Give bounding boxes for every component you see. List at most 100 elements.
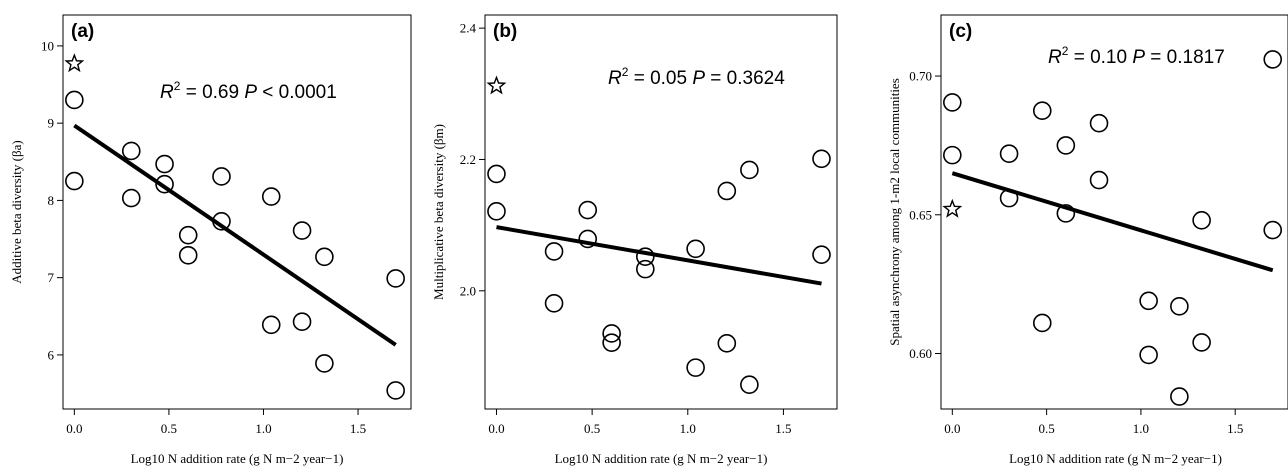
data-point <box>155 154 174 174</box>
star-marker <box>64 53 85 73</box>
y-tick-label: 2.0 <box>460 283 476 298</box>
data-point <box>636 259 655 279</box>
r-squared-value: = 0.69 <box>180 82 244 103</box>
r-squared-superscript: 2 <box>1062 44 1069 58</box>
data-point <box>261 187 281 206</box>
data-point <box>261 315 281 335</box>
p-value: < 0.0001 <box>257 82 337 103</box>
r-squared-value: = 0.10 <box>1068 47 1132 68</box>
data-point <box>292 221 312 240</box>
data-point <box>487 202 506 221</box>
data-point <box>578 229 598 249</box>
stats-annotation: R2 = 0.69 P < 0.0001 <box>160 79 337 103</box>
data-point <box>740 375 759 395</box>
data-point <box>812 149 831 169</box>
data-marks <box>486 75 831 395</box>
data-point <box>292 312 312 332</box>
data-point <box>1170 297 1189 316</box>
y-axis-label: Additive beta diversity (βa) <box>9 140 24 283</box>
data-point <box>717 181 737 201</box>
y-axis-label: Multiplicative beta diversity (βm) <box>431 124 446 300</box>
data-point <box>1192 333 1211 352</box>
data-point <box>178 245 198 265</box>
star-marker <box>486 75 507 95</box>
data-point <box>602 333 621 352</box>
data-point <box>999 188 1019 208</box>
panel-label: (a) <box>71 21 94 42</box>
data-point <box>315 354 334 373</box>
x-tick-label: 1.0 <box>255 421 271 436</box>
data-marks <box>64 53 405 400</box>
data-point <box>1056 136 1076 155</box>
plot-frame <box>940 14 1288 410</box>
data-point <box>212 211 231 231</box>
data-point <box>578 200 598 220</box>
data-point <box>943 93 962 112</box>
data-point <box>1263 50 1283 69</box>
y-axis-label: Spatial asynchrony among 1-m2 local comm… <box>887 78 902 346</box>
y-tick-label: 2.2 <box>460 152 476 167</box>
r-squared-symbol: R <box>1048 47 1062 68</box>
panel-label: (b) <box>493 21 517 42</box>
data-point <box>1089 170 1109 190</box>
r-squared-symbol: R <box>608 68 622 89</box>
data-point <box>1089 113 1109 133</box>
data-point <box>1032 101 1052 121</box>
data-point <box>740 160 759 180</box>
y-tick-label: 7 <box>48 270 55 285</box>
x-tick-label: 1.5 <box>350 421 366 436</box>
y-tick-label: 0.65 <box>909 207 932 222</box>
panel-label: (c) <box>949 21 972 42</box>
star-marker <box>942 198 963 218</box>
r-squared-superscript: 2 <box>174 79 181 93</box>
stats-annotation: R2 = 0.05 P = 0.3624 <box>608 65 785 89</box>
x-axis-label: Log10 N addition rate (g N m−2 year−1) <box>131 451 344 466</box>
data-point <box>386 381 405 400</box>
y-tick-label: 8 <box>48 193 55 208</box>
p-value: = 0.3624 <box>705 68 785 89</box>
r-squared-superscript: 2 <box>622 65 629 79</box>
regression-line <box>951 171 1274 273</box>
panel-2: 0.0 0.5 1.0 1.5 2.0 2.2 2.4 Log10 N addition ra… <box>431 14 838 466</box>
data-point <box>487 164 506 184</box>
data-point <box>121 188 141 208</box>
data-point <box>544 242 564 261</box>
data-point <box>1263 220 1283 240</box>
data-point <box>1192 211 1211 230</box>
p-symbol: P <box>1132 47 1145 68</box>
data-point <box>386 269 405 288</box>
regression-line <box>73 123 397 347</box>
y-tick-label: 10 <box>41 38 54 53</box>
x-tick-label: 0.5 <box>584 421 600 436</box>
x-axis-label: Log10 N addition rate (g N m−2 year−1) <box>1009 451 1222 466</box>
data-point <box>544 293 564 313</box>
y-tick-label: 0.70 <box>909 69 932 84</box>
y-tick-label: 0.60 <box>909 346 932 361</box>
data-point <box>636 247 655 266</box>
data-point <box>1139 291 1158 311</box>
regression-line <box>496 225 822 286</box>
x-tick-label: 0.0 <box>488 421 504 436</box>
x-tick-label: 0.5 <box>1038 421 1054 436</box>
x-tick-label: 0.0 <box>66 421 82 436</box>
data-point <box>602 324 621 343</box>
data-point <box>686 239 705 259</box>
data-point <box>315 247 334 267</box>
data-point <box>65 90 84 110</box>
x-tick-label: 1.5 <box>775 421 791 436</box>
p-symbol: P <box>244 82 257 103</box>
data-point <box>1170 387 1189 406</box>
x-tick-label: 1.5 <box>1227 421 1243 436</box>
data-point <box>1139 345 1158 365</box>
data-point <box>1032 313 1052 333</box>
y-tick-label: 9 <box>48 116 55 131</box>
x-tick-label: 1.0 <box>680 421 696 436</box>
y-tick-label: 2.4 <box>460 21 477 36</box>
panel-1: 0.0 0.5 1.0 1.5 6 7 8 9 10 Log10 N addition rate … <box>9 14 412 466</box>
data-point <box>686 358 705 377</box>
stats-annotation: R2 = 0.10 P = 0.1817 <box>1048 44 1225 68</box>
data-point <box>155 174 174 194</box>
x-tick-label: 0.5 <box>161 421 177 436</box>
plot-frame <box>484 14 838 410</box>
data-point <box>943 145 962 165</box>
